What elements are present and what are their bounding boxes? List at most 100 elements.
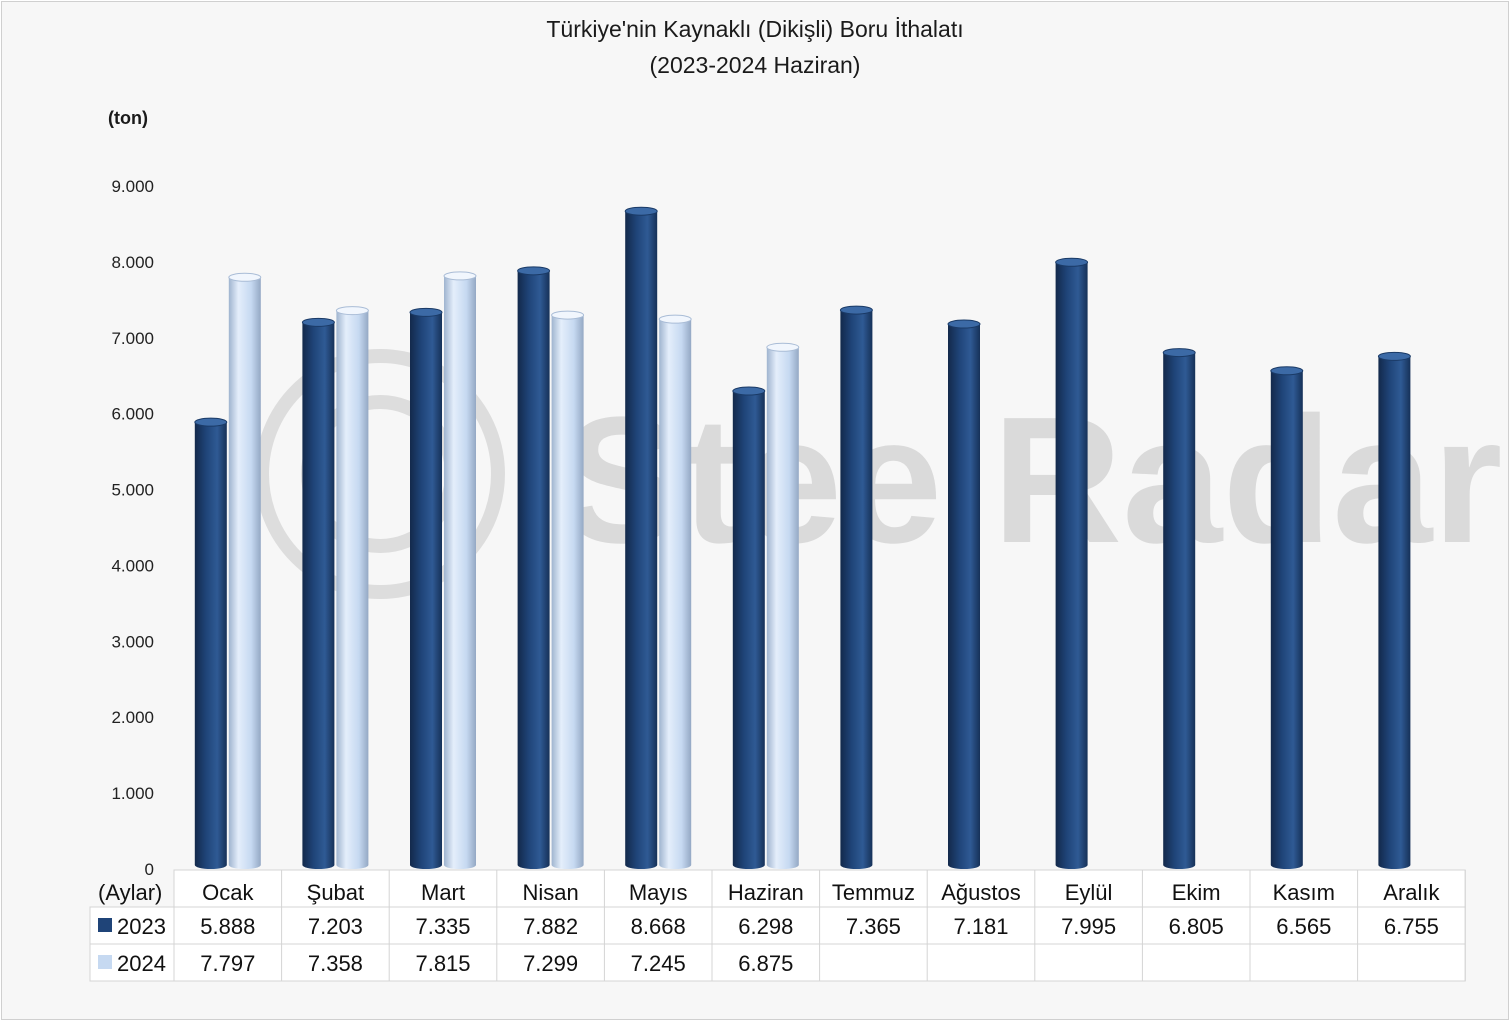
data-label-2023: 7.203 xyxy=(308,914,363,939)
data-label-2024: 7.299 xyxy=(523,951,578,976)
bar-2024-2 xyxy=(335,306,369,869)
bar-cap xyxy=(551,310,585,320)
bar-cap xyxy=(335,306,369,316)
chart-title: Türkiye'nin Kaynaklı (Dikişli) Boru İtha… xyxy=(546,16,964,42)
data-label-2024: 6.875 xyxy=(738,951,793,976)
watermark-ring xyxy=(255,349,505,599)
bar-body xyxy=(517,270,550,870)
bar-cap xyxy=(658,314,692,324)
bar-cap xyxy=(517,266,551,276)
chart-subtitle: (2023-2024 Haziran) xyxy=(649,52,861,78)
y-tick-label: 4.000 xyxy=(111,556,154,575)
bar-body xyxy=(948,324,980,870)
bar-2024-5 xyxy=(658,314,692,869)
data-label-2023: 7.181 xyxy=(953,914,1008,939)
watermark-logo: SteelRadar xyxy=(255,349,1502,599)
category-label: Aralık xyxy=(1383,880,1440,905)
bar-body xyxy=(1378,356,1411,869)
bar-2024-4 xyxy=(551,310,585,869)
data-label-2023: 6.805 xyxy=(1169,914,1224,939)
y-tick-label: 7.000 xyxy=(111,329,154,348)
data-label-2023: 8.668 xyxy=(631,914,686,939)
data-label-2023: 7.882 xyxy=(523,914,578,939)
bar-body xyxy=(1055,262,1088,870)
bar-cap xyxy=(1162,348,1196,358)
legend-label-2023: 2023 xyxy=(117,914,166,939)
bar-cap xyxy=(1055,257,1089,267)
bar-2023-3 xyxy=(409,307,443,870)
bar-cap xyxy=(766,342,800,352)
bar-body xyxy=(194,422,227,869)
data-label-2024: 7.358 xyxy=(308,951,363,976)
data-label-2023: 7.335 xyxy=(415,914,470,939)
category-label: Ocak xyxy=(202,880,254,905)
category-label: Şubat xyxy=(307,880,365,905)
bar-cap xyxy=(1270,366,1304,376)
bar-body xyxy=(732,391,765,869)
y-tick-label: 5.000 xyxy=(111,481,154,500)
y-axis-unit-label: (ton) xyxy=(108,108,148,128)
bar-body xyxy=(1270,370,1303,869)
bar-2023-4 xyxy=(517,266,551,870)
data-label-2023: 6.755 xyxy=(1384,914,1439,939)
bar-body xyxy=(840,310,873,869)
bar-cap xyxy=(443,271,477,281)
bar-2023-6 xyxy=(732,386,766,869)
bar-body xyxy=(302,322,335,870)
bar-2024-1 xyxy=(228,272,262,869)
y-tick-label: 3.000 xyxy=(111,632,154,651)
category-label: Haziran xyxy=(728,880,804,905)
data-label-2023: 6.298 xyxy=(738,914,793,939)
bar-body xyxy=(625,211,658,869)
bar-body xyxy=(766,347,799,869)
data-label-2024: 7.797 xyxy=(200,951,255,976)
bar-2023-8 xyxy=(947,319,981,870)
bar-cap xyxy=(732,386,766,396)
bar-cap xyxy=(409,307,443,317)
category-label: Temmuz xyxy=(832,880,915,905)
bar-2024-3 xyxy=(443,271,477,869)
legend-swatch-2024 xyxy=(98,955,112,969)
legend-label-2024: 2024 xyxy=(117,951,166,976)
data-label-2023: 6.565 xyxy=(1276,914,1331,939)
y-tick-label: 0 xyxy=(145,860,154,879)
bar-body xyxy=(551,315,584,869)
watermark-text: SteelRadar xyxy=(562,380,1502,581)
bar-body xyxy=(228,277,261,869)
bar-2023-2 xyxy=(301,317,335,870)
x-axis-label: (Aylar) xyxy=(98,880,162,905)
y-tick-label: 8.000 xyxy=(111,253,154,272)
y-tick-label: 6.000 xyxy=(111,405,154,424)
data-label-2023: 5.888 xyxy=(200,914,255,939)
data-label-2024: 7.245 xyxy=(631,951,686,976)
category-label: Nisan xyxy=(522,880,578,905)
bar-body xyxy=(444,275,476,869)
bar-cap xyxy=(839,305,873,315)
bar-2023-11 xyxy=(1270,366,1304,869)
category-label: Mayıs xyxy=(629,880,688,905)
data-label-2023: 7.365 xyxy=(846,914,901,939)
legend-swatch-2023 xyxy=(98,918,112,932)
bar-2024-6 xyxy=(766,342,800,869)
bar-2023-10 xyxy=(1162,348,1196,869)
bar-body xyxy=(1163,352,1196,869)
bar-2023-9 xyxy=(1055,257,1089,870)
bar-cap xyxy=(194,417,228,427)
bar-cap xyxy=(301,317,335,327)
category-label: Kasım xyxy=(1273,880,1335,905)
bar-body xyxy=(659,319,692,869)
data-table: (Aylar) Ocak Şubat Mart Nisan Mayıs Haziran Tem… xyxy=(89,869,1466,982)
bar-cap xyxy=(947,319,981,329)
bar-cap xyxy=(228,272,262,282)
bar-body xyxy=(410,312,442,870)
bar-2023-12 xyxy=(1377,351,1411,869)
bar-2023-7 xyxy=(839,305,873,869)
bar-2023-5 xyxy=(624,206,658,869)
y-tick-label: 2.000 xyxy=(111,708,154,727)
category-label: Ağustos xyxy=(941,880,1021,905)
category-label: Eylül xyxy=(1065,880,1113,905)
data-label-2023: 7.995 xyxy=(1061,914,1116,939)
y-tick-label: 9.000 xyxy=(111,177,154,196)
